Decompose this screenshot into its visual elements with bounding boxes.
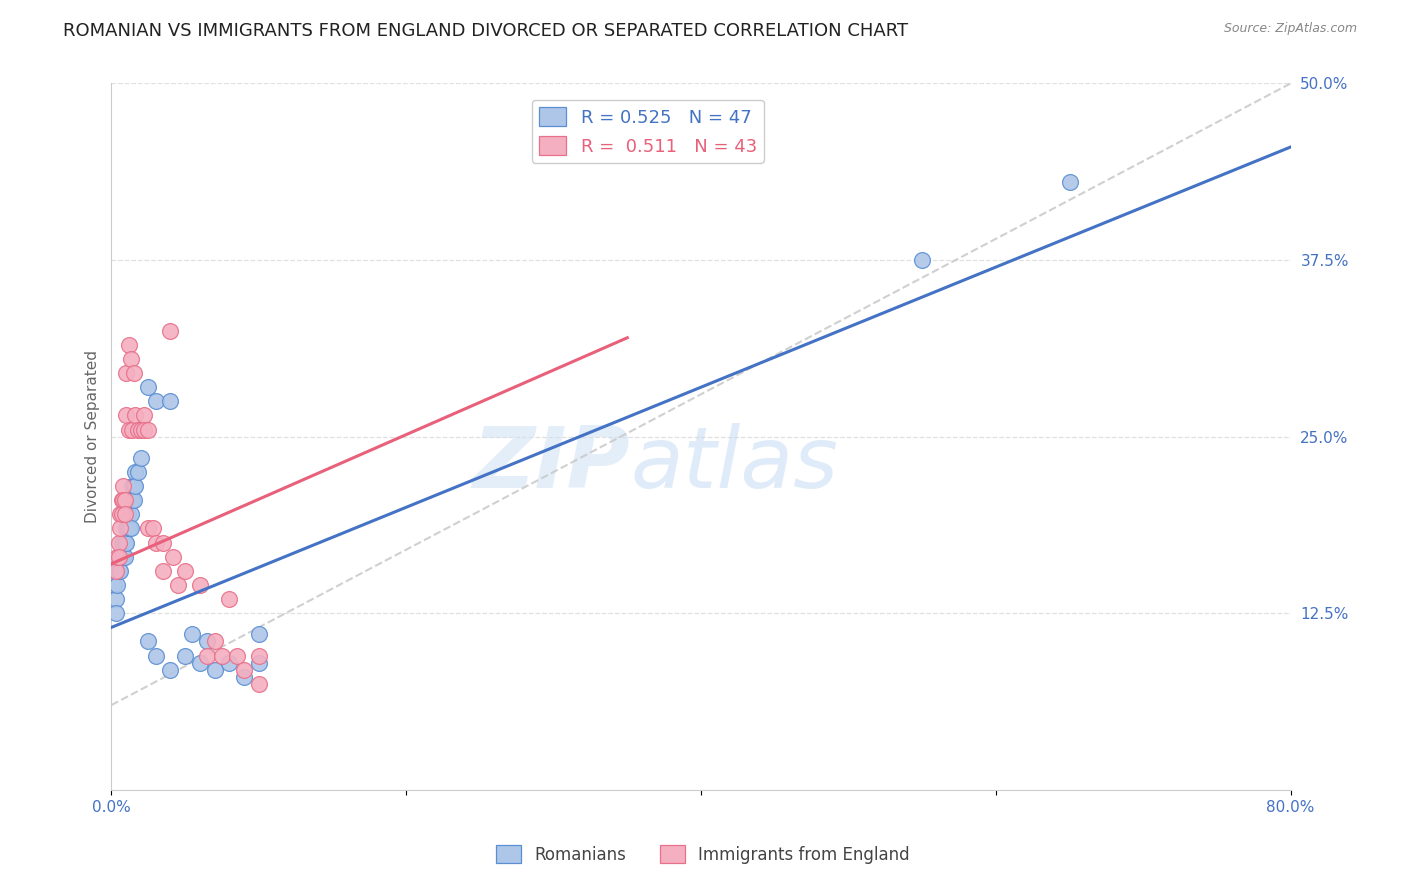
Point — [188, 578, 211, 592]
Point — [247, 656, 270, 670]
Point — [129, 450, 152, 465]
Point — [174, 648, 197, 663]
Text: ROMANIAN VS IMMIGRANTS FROM ENGLAND DIVORCED OR SEPARATED CORRELATION CHART: ROMANIAN VS IMMIGRANTS FROM ENGLAND DIVO… — [63, 22, 908, 40]
Point — [225, 648, 247, 663]
Point — [110, 564, 132, 578]
Point — [111, 535, 134, 549]
Point — [104, 592, 127, 607]
Point — [174, 564, 197, 578]
Point — [120, 351, 142, 366]
Point — [115, 366, 138, 380]
Point — [145, 394, 167, 409]
Point — [114, 493, 136, 508]
Point — [117, 521, 139, 535]
Point — [159, 663, 181, 677]
Point — [211, 648, 233, 663]
Point — [105, 549, 128, 564]
Point — [233, 663, 256, 677]
Point — [127, 465, 149, 479]
Point — [204, 663, 226, 677]
Legend: Romanians, Immigrants from England: Romanians, Immigrants from England — [489, 838, 917, 871]
Point — [107, 549, 129, 564]
Point — [107, 535, 129, 549]
Point — [145, 648, 167, 663]
Point — [152, 535, 174, 549]
Point — [166, 578, 188, 592]
Point — [118, 521, 141, 535]
Point — [1059, 175, 1081, 189]
Point — [107, 564, 129, 578]
Point — [112, 549, 135, 564]
Point — [132, 409, 155, 423]
Point — [159, 394, 181, 409]
Point — [911, 253, 934, 268]
Point — [120, 508, 142, 522]
Point — [115, 521, 138, 535]
Point — [136, 423, 159, 437]
Point — [111, 549, 134, 564]
Point — [136, 634, 159, 648]
Point — [247, 648, 270, 663]
Point — [204, 634, 226, 648]
Point — [132, 423, 155, 437]
Point — [152, 564, 174, 578]
Point — [115, 535, 138, 549]
Text: ZIP: ZIP — [472, 424, 630, 507]
Point — [104, 606, 127, 620]
Point — [103, 578, 125, 592]
Point — [247, 627, 270, 641]
Text: atlas: atlas — [630, 424, 838, 507]
Point — [233, 670, 256, 684]
Point — [118, 338, 141, 352]
Legend: R = 0.525   N = 47, R =  0.511   N = 43: R = 0.525 N = 47, R = 0.511 N = 43 — [531, 100, 763, 162]
Point — [129, 423, 152, 437]
Point — [127, 423, 149, 437]
Point — [110, 521, 132, 535]
Point — [247, 677, 270, 691]
Point — [195, 634, 218, 648]
Point — [124, 479, 146, 493]
Point — [159, 324, 181, 338]
Point — [218, 656, 240, 670]
Point — [218, 592, 240, 607]
Text: Source: ZipAtlas.com: Source: ZipAtlas.com — [1223, 22, 1357, 36]
Point — [122, 479, 145, 493]
Point — [112, 479, 135, 493]
Point — [112, 493, 135, 508]
Y-axis label: Divorced or Separated: Divorced or Separated — [86, 351, 100, 523]
Point — [115, 409, 138, 423]
Point — [112, 535, 135, 549]
Point — [181, 627, 204, 641]
Point — [117, 508, 139, 522]
Point — [195, 648, 218, 663]
Point — [124, 409, 146, 423]
Point — [107, 549, 129, 564]
Point — [188, 656, 211, 670]
Point — [104, 564, 127, 578]
Point — [114, 535, 136, 549]
Point — [121, 493, 143, 508]
Point — [121, 423, 143, 437]
Point — [162, 549, 184, 564]
Point — [122, 366, 145, 380]
Point — [136, 380, 159, 394]
Point — [118, 423, 141, 437]
Point — [105, 564, 128, 578]
Point — [114, 508, 136, 522]
Point — [110, 508, 132, 522]
Point — [110, 549, 132, 564]
Point — [111, 508, 134, 522]
Point — [120, 521, 142, 535]
Point — [124, 465, 146, 479]
Point — [114, 549, 136, 564]
Point — [145, 535, 167, 549]
Point — [111, 493, 134, 508]
Point — [105, 578, 128, 592]
Point — [122, 493, 145, 508]
Point — [121, 479, 143, 493]
Point — [142, 521, 165, 535]
Point — [136, 521, 159, 535]
